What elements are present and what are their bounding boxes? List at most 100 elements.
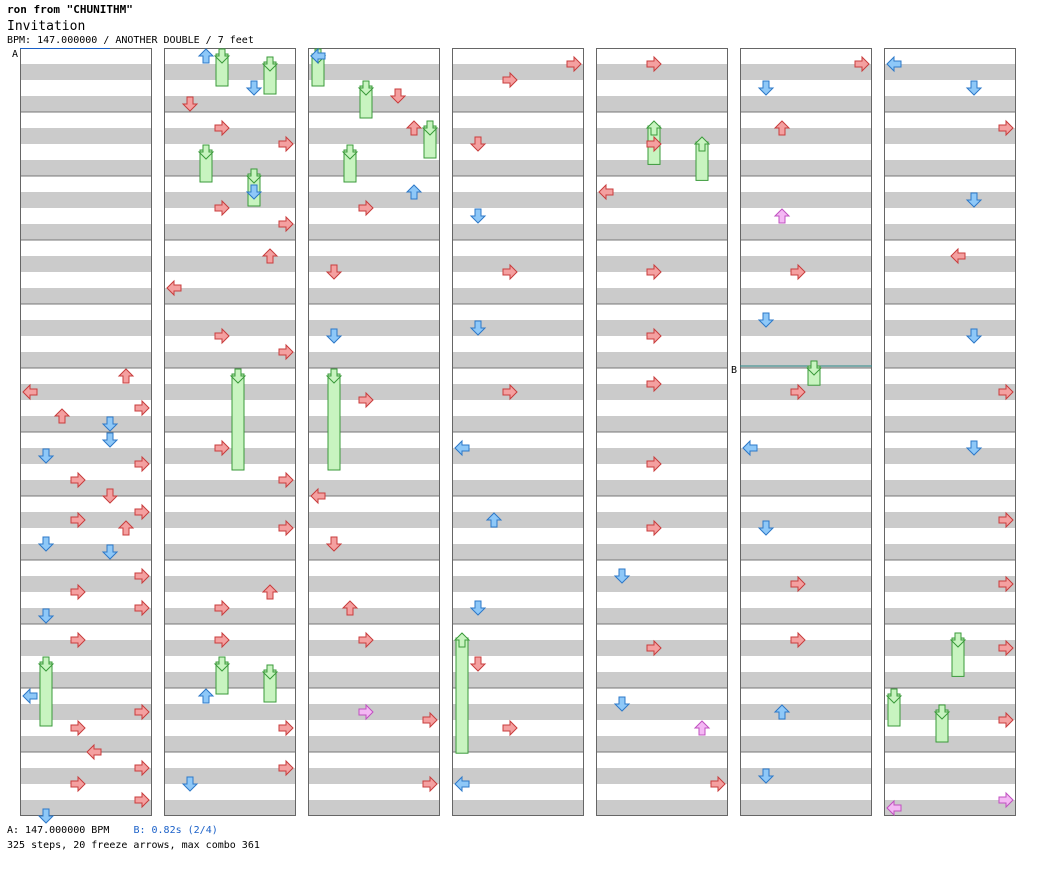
freeze-body xyxy=(455,637,469,754)
chart-column xyxy=(740,48,872,816)
step-arrow xyxy=(101,544,119,560)
step-arrow xyxy=(214,119,230,137)
beat-band xyxy=(20,768,152,784)
step-arrow xyxy=(278,519,294,537)
beat-band xyxy=(20,96,152,112)
beat-band xyxy=(452,736,584,752)
step-arrow xyxy=(261,248,279,264)
beat-band xyxy=(164,416,296,432)
beat-band xyxy=(596,384,728,400)
beat-band xyxy=(452,224,584,240)
beat-band xyxy=(740,736,872,752)
beat-band xyxy=(20,64,152,80)
beat-band xyxy=(20,224,152,240)
step-arrow xyxy=(854,55,870,73)
beat-band xyxy=(740,288,872,304)
step-arrow xyxy=(646,135,662,153)
bpm-legend: A: 147.000000 BPM xyxy=(7,825,110,836)
beat-band xyxy=(20,512,152,528)
beat-band xyxy=(20,448,152,464)
step-arrow xyxy=(454,775,470,793)
beat-band xyxy=(452,128,584,144)
beat-band xyxy=(308,672,440,688)
beat-band xyxy=(884,640,1016,656)
beat-band xyxy=(596,768,728,784)
beat-band xyxy=(884,128,1016,144)
step-arrow xyxy=(502,263,518,281)
chart-info-line: BPM: 147.000000 / ANOTHER DOUBLE / 7 fee… xyxy=(7,35,254,46)
freeze-head xyxy=(261,664,279,680)
beat-band xyxy=(452,800,584,816)
beat-band xyxy=(164,352,296,368)
step-arrow xyxy=(101,416,119,432)
beat-band xyxy=(740,704,872,720)
beat-band xyxy=(20,384,152,400)
beat-band xyxy=(884,480,1016,496)
freeze-head xyxy=(341,144,359,160)
step-arrow xyxy=(134,399,150,417)
beat-band xyxy=(740,64,872,80)
beat-band xyxy=(164,672,296,688)
beat-band xyxy=(164,576,296,592)
beat-band xyxy=(884,512,1016,528)
freeze-arrow xyxy=(341,144,359,183)
beat-band xyxy=(884,800,1016,816)
beat-band xyxy=(20,480,152,496)
step-arrow xyxy=(566,55,582,73)
beat-band xyxy=(740,800,872,816)
beat-band xyxy=(740,160,872,176)
freeze-arrow xyxy=(933,704,951,743)
freeze-head xyxy=(245,168,263,184)
beat-band xyxy=(596,416,728,432)
beat-band xyxy=(20,192,152,208)
step-arrow xyxy=(134,703,150,721)
beat-band xyxy=(740,96,872,112)
step-arrow xyxy=(405,184,423,200)
beat-band xyxy=(884,608,1016,624)
beat-band xyxy=(308,96,440,112)
beat-band xyxy=(164,256,296,272)
beat-band xyxy=(740,608,872,624)
freeze-arrow xyxy=(949,632,967,677)
beat-band xyxy=(164,544,296,560)
beat-band xyxy=(884,768,1016,784)
beat-band xyxy=(884,416,1016,432)
beat-band xyxy=(596,320,728,336)
freeze-body xyxy=(231,373,245,471)
step-arrow xyxy=(469,136,487,152)
beat-band xyxy=(884,160,1016,176)
freeze-head xyxy=(325,368,343,384)
beat-band xyxy=(164,384,296,400)
beat-band xyxy=(164,320,296,336)
freeze-arrow xyxy=(229,368,247,471)
freeze-arrow xyxy=(421,120,439,159)
beat-band xyxy=(740,640,872,656)
step-arrow xyxy=(278,719,294,737)
beat-band xyxy=(596,800,728,816)
step-arrow xyxy=(790,383,806,401)
freeze-arrow xyxy=(213,656,231,695)
freeze-arrow xyxy=(325,368,343,471)
step-arrow xyxy=(773,208,791,224)
beat-band xyxy=(452,704,584,720)
step-arrow xyxy=(710,775,726,793)
beat-band xyxy=(452,320,584,336)
freeze-head xyxy=(421,120,439,136)
freeze-head xyxy=(213,48,231,64)
beat-band xyxy=(164,64,296,80)
step-arrow xyxy=(134,503,150,521)
step-arrow xyxy=(214,327,230,345)
step-arrow xyxy=(502,71,518,89)
step-arrow xyxy=(70,775,86,793)
beat-band xyxy=(20,640,152,656)
step-arrow xyxy=(998,119,1014,137)
freeze-head xyxy=(197,144,215,160)
beat-band xyxy=(308,160,440,176)
step-arrow xyxy=(70,631,86,649)
freeze-head xyxy=(357,80,375,96)
column-border xyxy=(884,48,1016,816)
beat-band xyxy=(164,640,296,656)
step-arrow xyxy=(22,383,38,401)
freeze-head xyxy=(37,656,55,672)
